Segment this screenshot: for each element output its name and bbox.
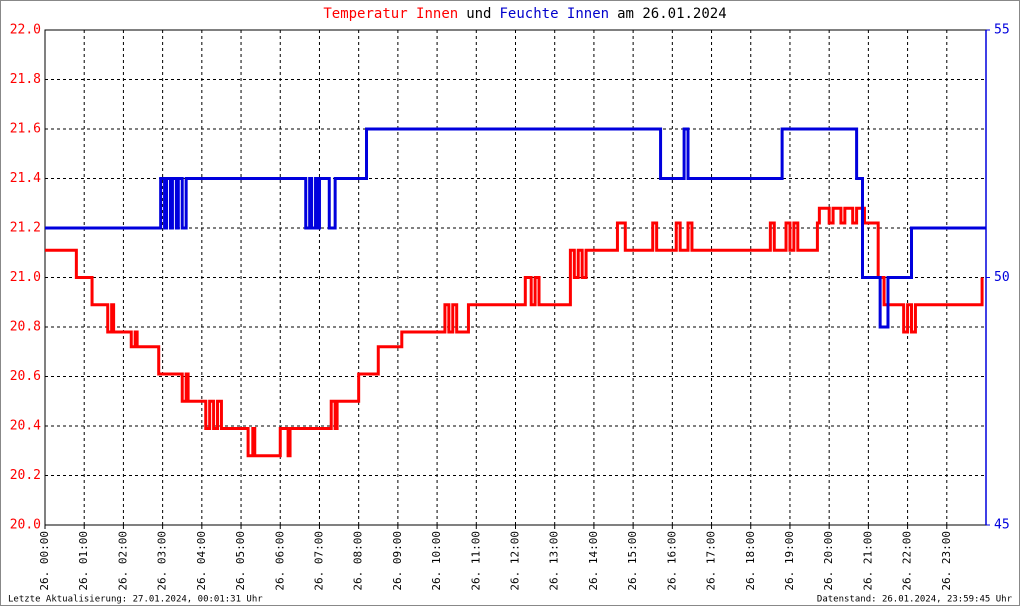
x-tick-label: 26. 15:00	[626, 531, 639, 591]
y-tick-label: 20.0	[10, 518, 41, 533]
y2-tick-label: 45	[994, 518, 1010, 533]
x-tick-label: 26. 06:00	[273, 531, 286, 591]
x-tick-label: 26. 01:00	[77, 531, 90, 591]
x-tick-label: 26. 10:00	[430, 531, 443, 591]
x-tick-label: 26. 12:00	[509, 531, 522, 591]
x-tick-label: 26. 13:00	[548, 531, 561, 591]
x-tick-label: 26. 00:00	[38, 531, 51, 591]
x-tick-label: 26. 21:00	[861, 531, 874, 591]
x-tick-label: 26. 14:00	[587, 531, 600, 591]
y-tick-label: 20.4	[10, 419, 41, 434]
x-tick-label: 26. 05:00	[234, 531, 247, 591]
y-tick-label: 21.8	[10, 72, 41, 87]
title-part: Temperatur Innen	[323, 6, 458, 22]
y-tick-label: 22.0	[10, 23, 41, 38]
x-tick-label: 26. 19:00	[783, 531, 796, 591]
y-tick-label: 20.8	[10, 320, 41, 335]
series-line	[45, 127, 986, 329]
y-tick-label: 20.2	[10, 468, 41, 483]
x-tick-label: 26. 09:00	[391, 531, 404, 591]
x-tick-label: 26. 16:00	[665, 531, 678, 591]
x-tick-label: 26. 04:00	[195, 531, 208, 591]
title-part: und	[466, 6, 491, 22]
x-tick-label: 26. 07:00	[312, 531, 325, 591]
x-tick-label: 26. 20:00	[822, 531, 835, 591]
title-part: Feuchte Innen	[500, 6, 610, 22]
x-tick-label: 26. 11:00	[469, 531, 482, 591]
series-line	[45, 206, 984, 458]
x-tick-label: 26. 08:00	[352, 531, 365, 591]
footer-right: Datenstand: 26.01.2024, 23:59:45 Uhr	[817, 595, 1013, 605]
x-tick-label: 26. 23:00	[940, 531, 953, 591]
title-part: am 26.01.2024	[617, 6, 727, 22]
x-tick-label: 26. 18:00	[744, 531, 757, 591]
x-tick-label: 26. 17:00	[705, 531, 718, 591]
y2-tick-label: 55	[994, 23, 1010, 38]
y-tick-label: 21.0	[10, 270, 41, 285]
y-tick-label: 21.6	[10, 122, 41, 137]
y-tick-label: 21.4	[10, 171, 41, 186]
footer-left: Letzte Aktualisierung: 27.01.2024, 00:01…	[8, 595, 263, 605]
y-tick-label: 20.6	[10, 369, 41, 384]
x-tick-label: 26. 03:00	[156, 531, 169, 591]
y2-tick-label: 50	[994, 270, 1010, 285]
x-tick-label: 26. 22:00	[901, 531, 914, 591]
y-tick-label: 21.2	[10, 221, 41, 236]
x-tick-label: 26. 02:00	[116, 531, 129, 591]
chart-title: Temperatur Innen und Feuchte Innen am 26.01…	[323, 6, 726, 22]
